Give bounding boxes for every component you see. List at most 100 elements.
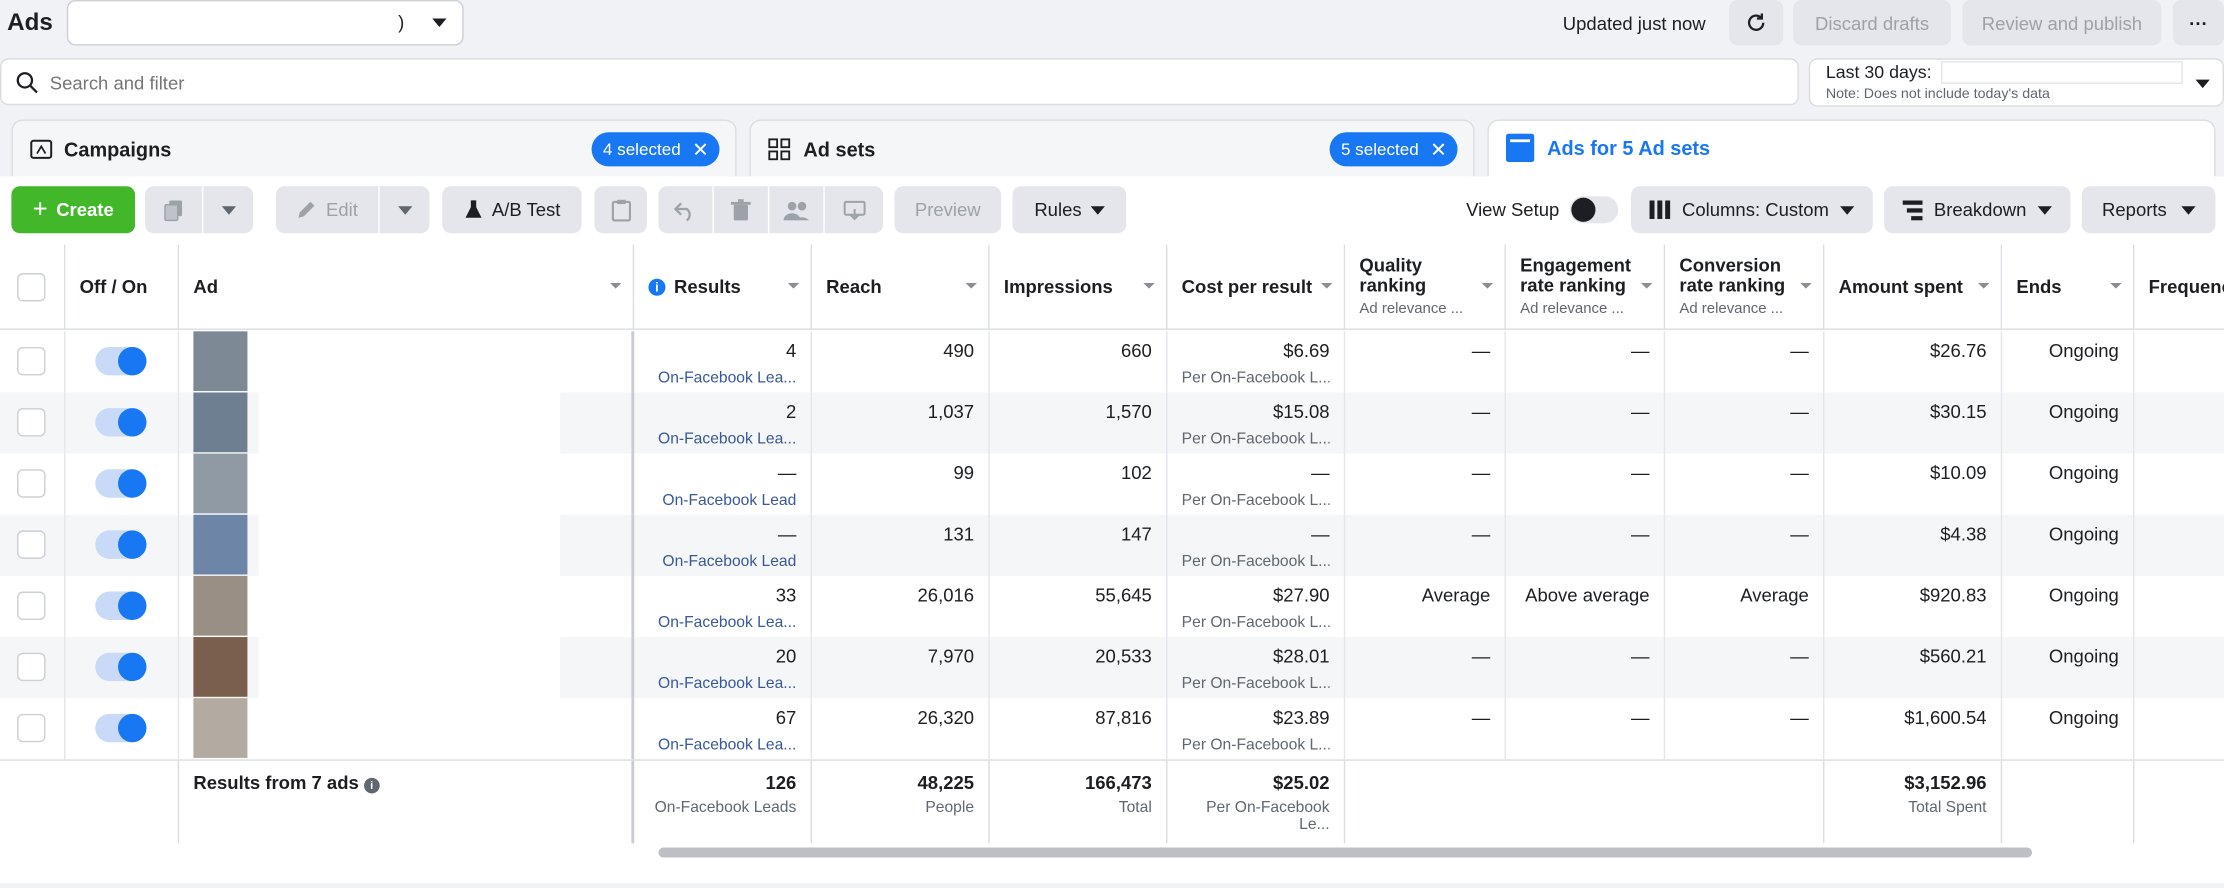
date-range-picker[interactable]: Last 30 days: Note: Does not include tod… [1808,58,2224,107]
clear-selection-icon[interactable]: ✕ [692,137,709,160]
row-checkbox[interactable] [17,469,46,498]
more-options-button[interactable]: ··· [2172,0,2224,46]
info-icon[interactable]: i [363,777,380,794]
undo-button[interactable] [658,186,713,234]
results-sub[interactable]: On-Facebook Lea... [658,430,797,448]
header-cost-per-result[interactable]: Cost per result [1167,244,1346,330]
sort-icon[interactable] [1640,282,1653,289]
ad-thumbnail[interactable] [193,575,248,636]
ad-thumbnail[interactable] [193,453,248,514]
header-results[interactable]: i Results [634,244,812,330]
row-ad-cell[interactable] [179,453,635,515]
header-ad[interactable]: Ad [179,244,635,330]
horizontal-scrollbar[interactable] [658,847,2033,858]
duplicate-button[interactable] [145,186,202,234]
export-button[interactable] [824,186,884,234]
clipboard-button[interactable] [594,186,648,234]
table-row[interactable]: 4 On-Facebook Lea... 490 660 $6.69 Per On-Fac… [0,331,2224,393]
table-row[interactable]: 33 On-Facebook Lea... 26,016 55,645 $27.90 Pe… [0,575,2224,638]
refresh-button[interactable] [1729,0,1784,46]
table-row[interactable]: 67 On-Facebook Lea... 26,320 87,816 $23.89 Pe… [0,698,2224,760]
results-sub[interactable]: On-Facebook Lead [662,492,797,510]
sort-icon[interactable] [787,282,800,289]
row-checkbox[interactable] [17,591,46,620]
ad-status-toggle[interactable] [95,346,147,376]
sort-icon[interactable] [965,282,977,289]
row-checkbox[interactable] [17,652,46,682]
row-ad-cell[interactable] [179,637,635,699]
account-selector[interactable]: ) [66,0,464,46]
ad-status-toggle[interactable] [95,469,147,498]
results-sub[interactable]: On-Facebook Lead [662,553,797,571]
ad-status-toggle[interactable] [95,713,147,743]
info-icon[interactable]: i [648,278,666,296]
header-engagement-ranking[interactable]: Engagement rate ranking Ad relevance ... [1505,244,1666,330]
ad-thumbnail[interactable] [193,698,248,758]
view-setup-toggle[interactable] [1569,196,1619,224]
row-checkbox[interactable] [17,346,46,376]
row-ad-cell[interactable] [179,392,635,454]
discard-drafts-button[interactable]: Discard drafts [1793,0,1951,46]
sort-icon[interactable] [610,282,622,289]
edit-dropdown[interactable] [379,186,430,234]
tab-ads[interactable]: Ads for 5 Ad sets [1487,119,2216,180]
results-sub[interactable]: On-Facebook Lea... [658,614,797,632]
select-all-checkbox[interactable] [17,273,46,302]
sort-icon[interactable] [1321,282,1333,289]
table-row[interactable]: 2 On-Facebook Lea... 1,037 1,570 $15.08 Per O… [0,392,2224,454]
edit-button[interactable]: Edit [275,186,379,234]
row-checkbox[interactable] [17,713,46,743]
tab-adsets[interactable]: Ad sets 5 selected ✕ [749,119,1475,177]
duplicate-dropdown[interactable] [203,186,254,234]
header-ends[interactable]: Ends [2002,244,2135,330]
ad-thumbnail[interactable] [193,392,248,453]
sort-icon[interactable] [1481,282,1494,289]
ad-status-toggle[interactable] [95,408,147,437]
table-row[interactable]: 20 On-Facebook Lea... 7,970 20,533 $28.01 Per… [0,637,2224,699]
row-ad-cell[interactable] [179,575,635,638]
columns-button[interactable]: Columns: Custom [1631,186,1873,234]
header-frequency[interactable]: Frequenc [2134,244,2224,330]
ad-thumbnail[interactable] [193,637,248,697]
table-row[interactable]: — On-Facebook Lead 99 102 — Per On-Facebook L… [0,453,2224,515]
header-conversion-ranking[interactable]: Conversion rate ranking Ad relevance ... [1665,244,1825,330]
create-button[interactable]: + Create [11,186,136,234]
tab-campaigns[interactable]: Campaigns 4 selected ✕ [11,119,737,177]
ad-status-toggle[interactable] [95,591,147,620]
row-ad-cell[interactable] [179,698,635,760]
header-amount-spent[interactable]: Amount spent [1824,244,2003,330]
ad-thumbnail[interactable] [193,331,248,392]
row-ad-cell[interactable] [179,331,635,393]
header-quality-ranking[interactable]: Quality ranking Ad relevance ... [1345,244,1506,330]
sort-icon[interactable] [1800,282,1812,289]
breakdown-button[interactable]: Breakdown [1884,186,2071,234]
search-input[interactable] [49,68,903,97]
reports-button[interactable]: Reports [2081,186,2216,234]
sort-icon[interactable] [1143,282,1155,289]
review-publish-button[interactable]: Review and publish [1962,0,2162,46]
audience-button[interactable] [769,186,824,234]
results-sub[interactable]: On-Facebook Lea... [658,675,797,693]
row-checkbox[interactable] [17,408,46,437]
table-row[interactable]: — On-Facebook Lead 131 147 — Per On-Facebook … [0,514,2224,576]
header-impressions[interactable]: Impressions [989,244,1168,330]
sort-icon[interactable] [1978,282,1990,289]
ad-status-toggle[interactable] [95,530,147,559]
row-ad-cell[interactable] [179,514,635,576]
rules-button[interactable]: Rules [1012,186,1127,234]
adsets-selected-badge[interactable]: 5 selected ✕ [1329,132,1459,167]
ad-thumbnail[interactable] [193,514,248,575]
row-checkbox[interactable] [17,530,46,559]
campaigns-selected-badge[interactable]: 4 selected ✕ [591,132,721,167]
header-offon[interactable]: Off / On [65,244,180,330]
results-sub[interactable]: On-Facebook Lea... [658,736,797,754]
ad-status-toggle[interactable] [95,652,147,682]
delete-button[interactable] [713,186,768,234]
search-bar[interactable] [0,58,1799,106]
ab-test-button[interactable]: A/B Test [442,186,582,234]
clear-selection-icon[interactable]: ✕ [1430,137,1447,160]
preview-button[interactable]: Preview [894,186,1002,234]
sort-icon[interactable] [2110,282,2122,289]
header-reach[interactable]: Reach [811,244,990,330]
results-sub[interactable]: On-Facebook Lea... [658,369,797,387]
